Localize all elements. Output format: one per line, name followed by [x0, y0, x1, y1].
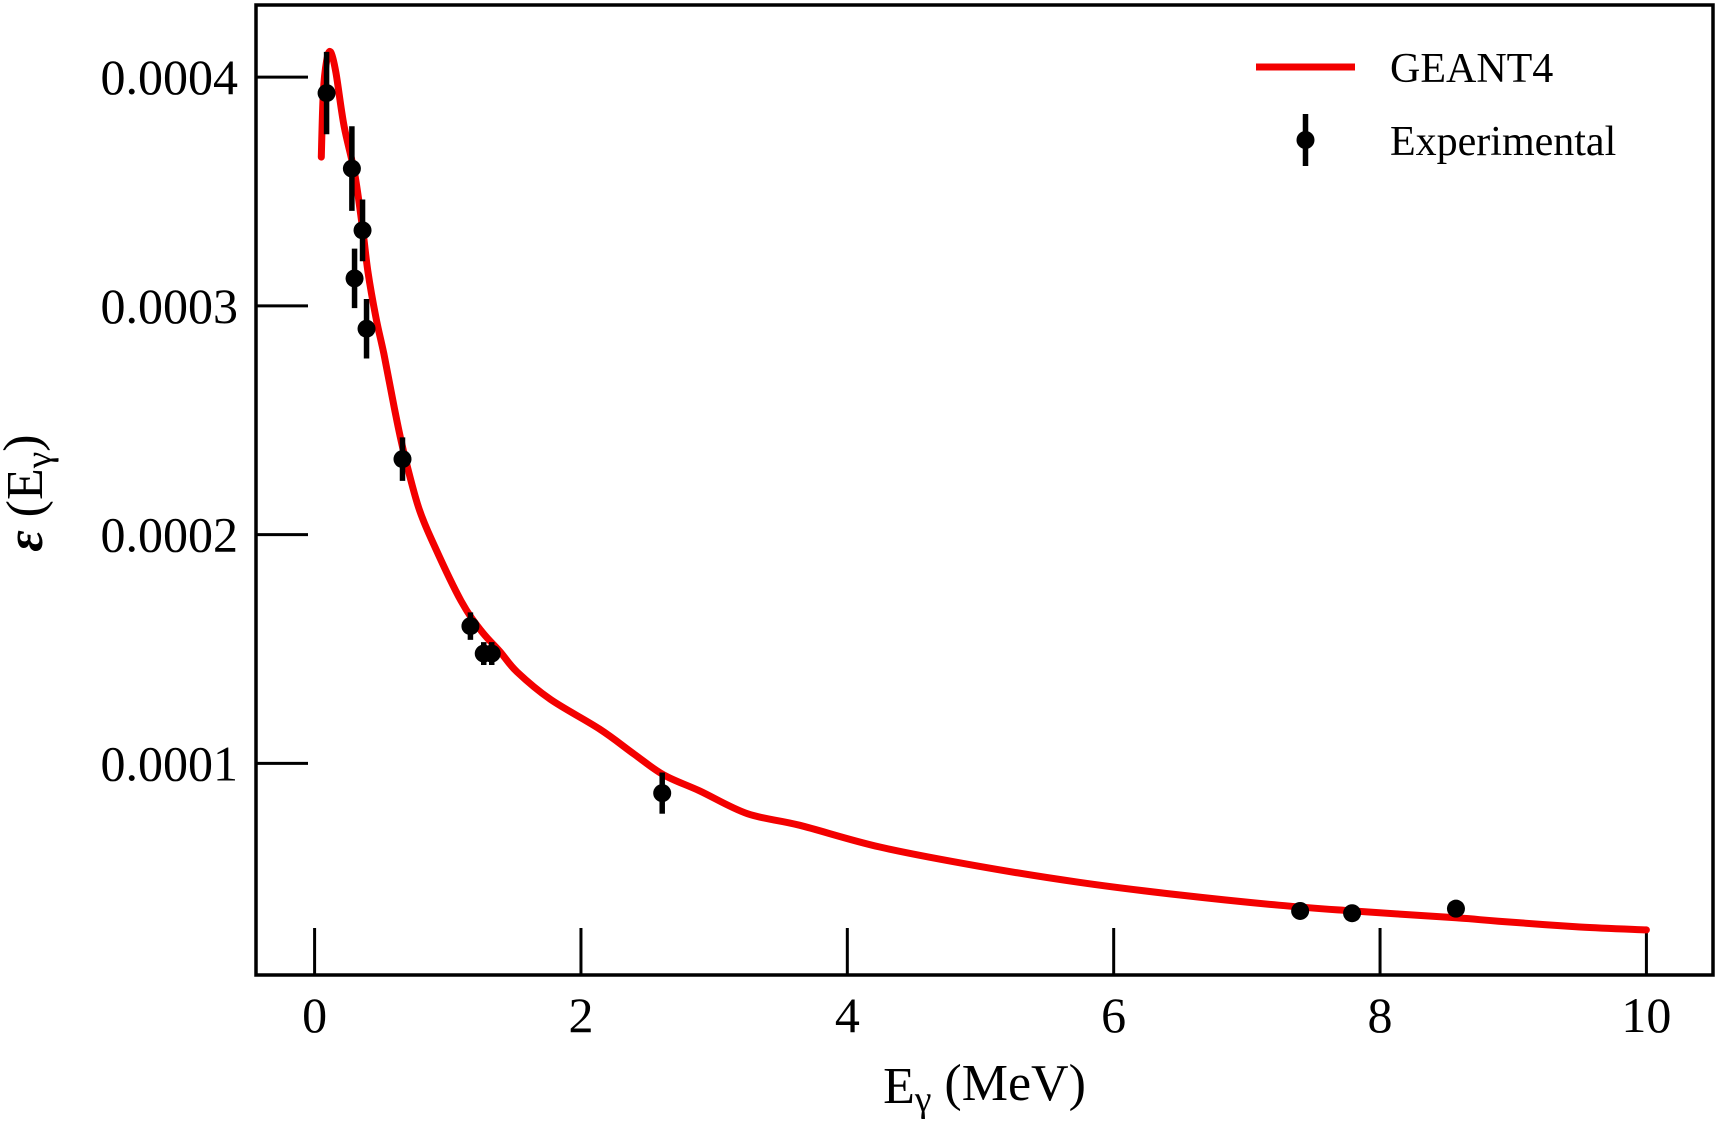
- legend: GEANT4 Experimental: [1256, 46, 1616, 166]
- experimental-point: [393, 450, 412, 469]
- experimental-point: [1343, 904, 1362, 923]
- plot-border: [254, 3, 1715, 977]
- experimental-point: [482, 644, 501, 663]
- x-tick-label: 6: [1101, 987, 1126, 1043]
- experimental-point: [1446, 899, 1465, 918]
- geant4-curve: [317, 47, 1650, 934]
- experimental-point: [1291, 901, 1310, 920]
- experimental-point: [353, 221, 372, 240]
- experimental-point: [345, 269, 364, 288]
- legend-marker-sample: [1296, 131, 1315, 149]
- legend-label-experimental: Experimental: [1390, 119, 1616, 165]
- experimental-point: [357, 319, 376, 338]
- x-tick-label: 2: [568, 987, 593, 1043]
- x-axis-label: Eγ (MeV): [883, 1055, 1086, 1120]
- experimental-point: [653, 784, 672, 803]
- experimental-point: [461, 617, 480, 636]
- experimental-point: [317, 84, 336, 103]
- x-tick-label: 4: [835, 987, 860, 1043]
- y-tick-label: 0.0002: [101, 507, 239, 563]
- x-tick-label: 10: [1621, 987, 1671, 1043]
- y-tick-label: 0.0004: [101, 49, 239, 105]
- legend-label-geant4: GEANT4: [1390, 46, 1553, 92]
- x-tick-label: 8: [1368, 987, 1393, 1043]
- y-tick-label: 0.0003: [101, 278, 239, 334]
- experimental-point: [342, 159, 361, 178]
- y-tick-label: 0.0001: [101, 735, 239, 791]
- x-tick-label: 0: [302, 987, 327, 1043]
- y-axis-label: ε (Eγ): [0, 434, 59, 551]
